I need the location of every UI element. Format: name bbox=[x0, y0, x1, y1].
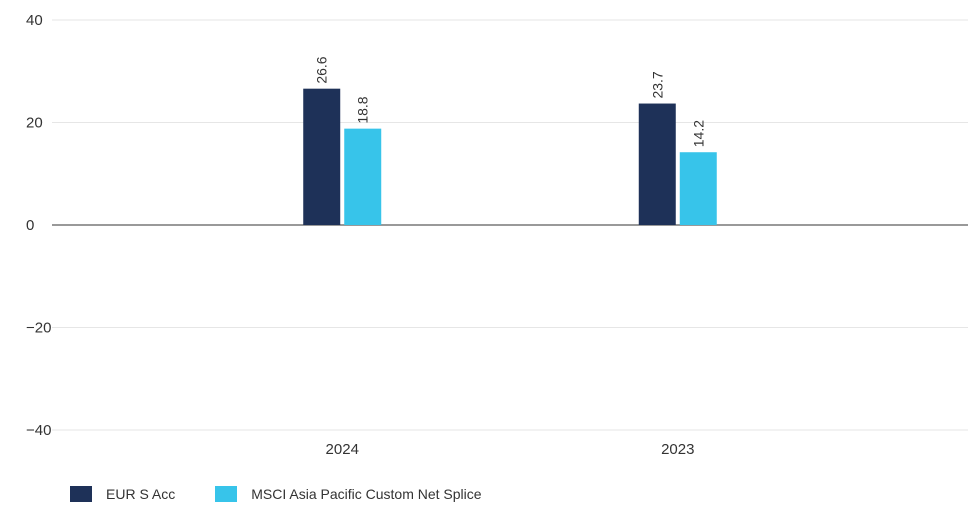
legend: EUR S Acc MSCI Asia Pacific Custom Net S… bbox=[70, 486, 522, 502]
legend-swatch-series-2 bbox=[215, 486, 238, 502]
legend-swatch-series-1 bbox=[70, 486, 92, 502]
bar-2023-series-1[interactable] bbox=[638, 103, 676, 225]
y-tick-label: 40 bbox=[26, 12, 43, 29]
x-tick-label: 2023 bbox=[661, 441, 694, 458]
y-tick-label: 0 bbox=[26, 217, 34, 234]
legend-label-series-1: EUR S Acc bbox=[106, 486, 176, 502]
legend-label-series-2: MSCI Asia Pacific Custom Net Splice bbox=[251, 486, 482, 502]
bar-2024-series-2[interactable] bbox=[344, 128, 382, 225]
data-label: 23.7 bbox=[649, 71, 665, 98]
x-tick-label: 2024 bbox=[326, 441, 359, 458]
legend-item-series-1[interactable]: EUR S Acc bbox=[70, 486, 175, 502]
data-label: 18.8 bbox=[355, 96, 371, 123]
bar-2024-series-1[interactable] bbox=[303, 88, 341, 225]
y-axis-ticks: −40 −20 0 20 40 bbox=[26, 12, 51, 439]
y-tick-label: −20 bbox=[26, 320, 51, 337]
x-axis-ticks: 2024 2023 bbox=[326, 441, 695, 458]
bar-2023-series-2[interactable] bbox=[679, 152, 717, 225]
data-label: 14.2 bbox=[690, 120, 706, 147]
legend-item-series-2[interactable]: MSCI Asia Pacific Custom Net Splice bbox=[215, 486, 482, 502]
data-label: 26.6 bbox=[314, 56, 330, 83]
data-labels: 26.6 18.8 23.7 14.2 bbox=[314, 56, 707, 147]
y-tick-label: 20 bbox=[26, 115, 43, 132]
y-tick-label: −40 bbox=[26, 422, 51, 439]
bars bbox=[303, 88, 717, 225]
gridlines bbox=[52, 19, 968, 431]
